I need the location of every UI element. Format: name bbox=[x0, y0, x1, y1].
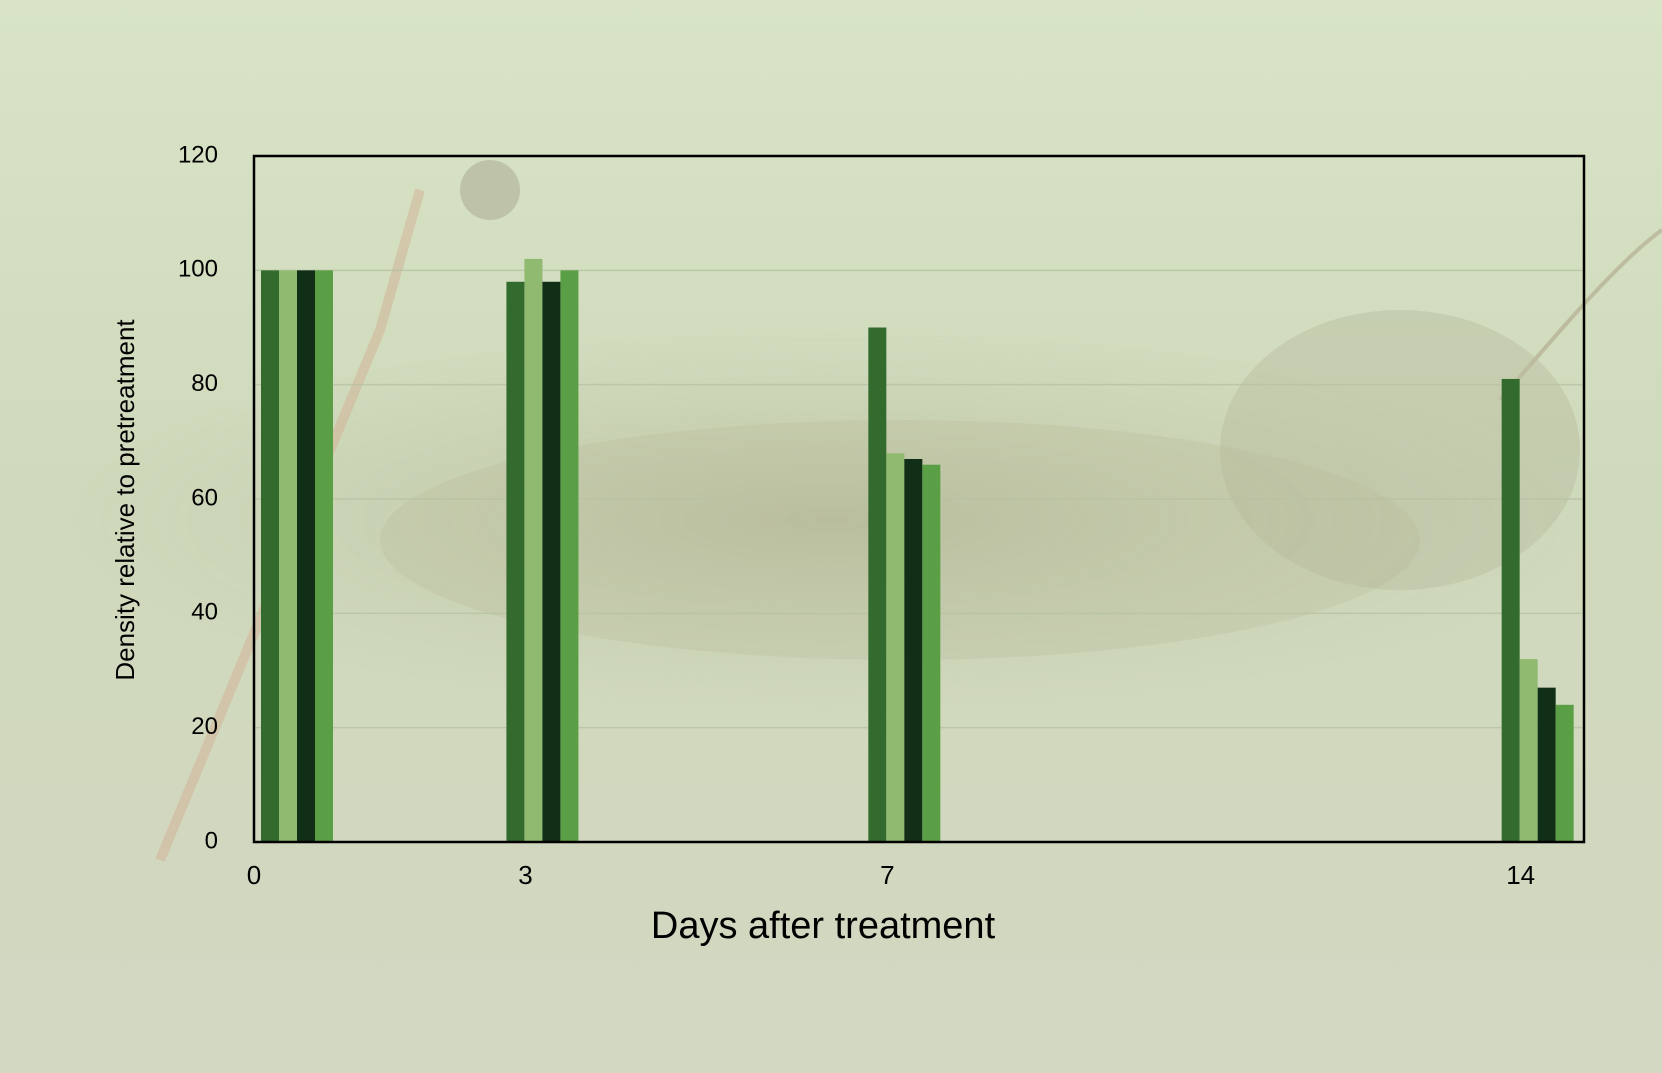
y-tick-label: 100 bbox=[178, 256, 218, 283]
y-axis-title: Density relative to pretreatment bbox=[110, 319, 140, 681]
x-tick-label: 14 bbox=[1506, 860, 1535, 890]
x-axis-title: Days after treatment bbox=[651, 905, 996, 947]
bar bbox=[1555, 704, 1574, 842]
bar bbox=[1519, 659, 1538, 842]
bar bbox=[886, 453, 905, 842]
bar bbox=[506, 281, 525, 842]
x-tick-label: 0 bbox=[247, 860, 261, 890]
bar bbox=[297, 270, 315, 842]
bar bbox=[904, 458, 923, 842]
plot-frame bbox=[252, 154, 1586, 844]
x-tick-label: 7 bbox=[880, 860, 894, 890]
x-tick-label: 3 bbox=[518, 860, 532, 890]
bar bbox=[261, 270, 279, 842]
bar bbox=[1501, 378, 1520, 842]
y-tick-label: 40 bbox=[191, 599, 218, 626]
y-tick-label: 20 bbox=[191, 713, 218, 740]
y-tick-label: 0 bbox=[205, 827, 218, 854]
y-tick-label: 120 bbox=[178, 141, 218, 168]
bar bbox=[1537, 687, 1556, 842]
bar bbox=[542, 281, 561, 842]
bar bbox=[524, 258, 543, 842]
bar bbox=[922, 464, 941, 842]
bar bbox=[868, 327, 887, 842]
bar bbox=[279, 270, 297, 842]
bar bbox=[315, 270, 333, 842]
bar bbox=[560, 270, 579, 842]
y-tick-label: 60 bbox=[191, 484, 218, 511]
y-tick-label: 80 bbox=[191, 370, 218, 397]
